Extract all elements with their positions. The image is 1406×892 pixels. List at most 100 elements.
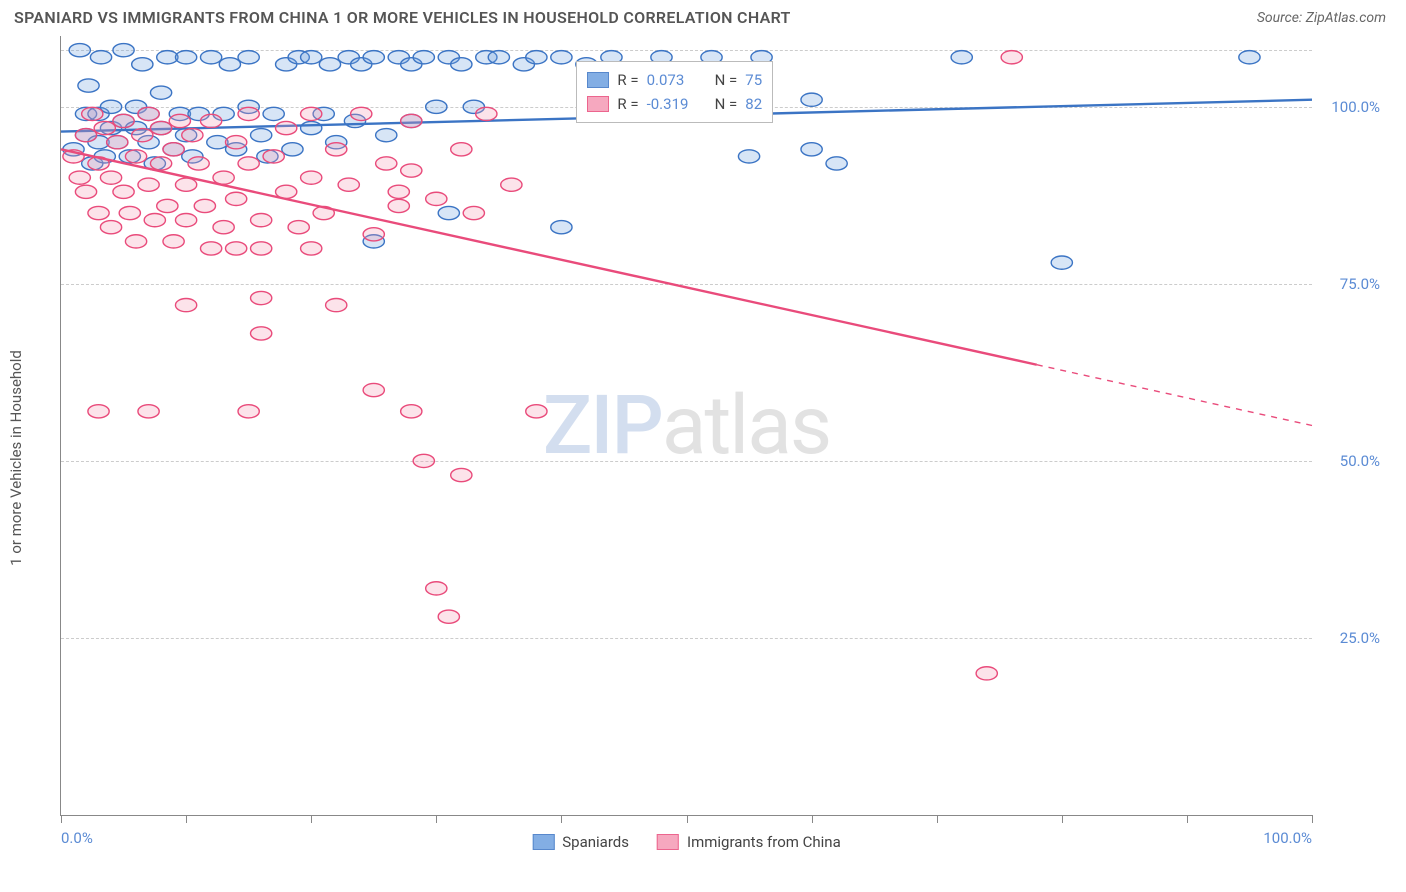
y-tick-label: 50.0% (1340, 452, 1380, 470)
data-point (125, 150, 146, 163)
x-tick-label: 0.0% (61, 829, 93, 847)
x-tick (687, 815, 688, 823)
r-value: -0.319 (647, 92, 701, 116)
data-point (451, 468, 472, 481)
legend-label: Spaniards (562, 833, 629, 851)
data-point (319, 58, 340, 71)
data-point (138, 107, 159, 120)
source-prefix: Source: (1257, 10, 1306, 26)
data-point (144, 214, 165, 227)
data-point (401, 405, 422, 418)
data-point (413, 51, 434, 64)
data-point (69, 171, 90, 184)
x-tick (1187, 815, 1188, 823)
data-point (213, 171, 234, 184)
data-point (438, 610, 459, 623)
data-point (150, 121, 171, 134)
x-tick (436, 815, 437, 823)
source-attribution: Source: ZipAtlas.com (1257, 10, 1386, 26)
plot-area: ZIPatlas Spaniards Immigrants from China… (60, 36, 1312, 816)
n-label: N = (715, 92, 738, 116)
legend-row: R =0.073N =75 (587, 68, 762, 92)
n-value: 82 (745, 92, 762, 116)
data-point (438, 206, 459, 219)
data-point (801, 93, 822, 106)
data-point (175, 298, 196, 311)
data-point (426, 192, 447, 205)
legend-label: Immigrants from China (687, 833, 841, 851)
data-point (75, 185, 96, 198)
data-point (194, 199, 215, 212)
data-point (251, 129, 272, 142)
data-point (451, 58, 472, 71)
data-point (82, 107, 103, 120)
legend-item-spaniards: Spaniards (532, 833, 629, 851)
data-point (301, 121, 322, 134)
x-tick (61, 815, 62, 823)
data-point (301, 107, 322, 120)
data-point (1239, 51, 1260, 64)
data-point (976, 667, 997, 680)
data-point (376, 129, 397, 142)
swatch-icon (587, 72, 609, 88)
data-point (251, 242, 272, 255)
data-point (263, 107, 284, 120)
data-point (1051, 256, 1072, 269)
data-point (501, 178, 522, 191)
data-point (263, 150, 284, 163)
data-point (338, 178, 359, 191)
data-point (226, 242, 247, 255)
chart-title: SPANIARD VS IMMIGRANTS FROM CHINA 1 OR M… (14, 8, 791, 27)
swatch-icon (657, 834, 679, 850)
data-point (88, 206, 109, 219)
data-point (426, 582, 447, 595)
x-tick (311, 815, 312, 823)
data-point (88, 405, 109, 418)
swatch-icon (587, 96, 609, 112)
legend-item-immigrants: Immigrants from China (657, 833, 841, 851)
data-point (119, 206, 140, 219)
data-point (150, 157, 171, 170)
x-tick (561, 815, 562, 823)
data-point (163, 143, 184, 156)
correlation-legend: R =0.073N =75R =-0.319N =82 (576, 61, 773, 123)
n-value: 75 (745, 68, 762, 92)
y-tick-label: 75.0% (1340, 275, 1380, 293)
data-point (526, 405, 547, 418)
data-point (113, 114, 134, 127)
data-point (388, 199, 409, 212)
legend-bottom: Spaniards Immigrants from China (532, 833, 841, 851)
r-label: R = (617, 92, 638, 116)
data-point (200, 242, 221, 255)
data-point (301, 51, 322, 64)
data-point (826, 157, 847, 170)
x-tick (812, 815, 813, 823)
y-tick-label: 100.0% (1331, 98, 1380, 116)
data-point (175, 214, 196, 227)
data-point (276, 121, 297, 134)
data-point (163, 235, 184, 248)
data-point (138, 178, 159, 191)
data-point (251, 291, 272, 304)
data-point (100, 171, 121, 184)
data-point (226, 136, 247, 149)
data-point (90, 51, 111, 64)
data-point (78, 79, 99, 92)
data-point (226, 192, 247, 205)
data-point (200, 51, 221, 64)
data-point (301, 242, 322, 255)
data-point (138, 405, 159, 418)
n-label: N = (715, 68, 738, 92)
r-value: 0.073 (647, 68, 701, 92)
chart-container: 1 or more Vehicles in Household ZIPatlas… (34, 36, 1396, 862)
data-point (100, 100, 121, 113)
data-point (238, 51, 259, 64)
data-point (376, 157, 397, 170)
data-point (238, 107, 259, 120)
data-point (301, 171, 322, 184)
data-point (351, 107, 372, 120)
source-name: ZipAtlas.com (1306, 10, 1386, 26)
data-point (363, 228, 384, 241)
data-point (413, 454, 434, 467)
data-point (69, 44, 90, 57)
